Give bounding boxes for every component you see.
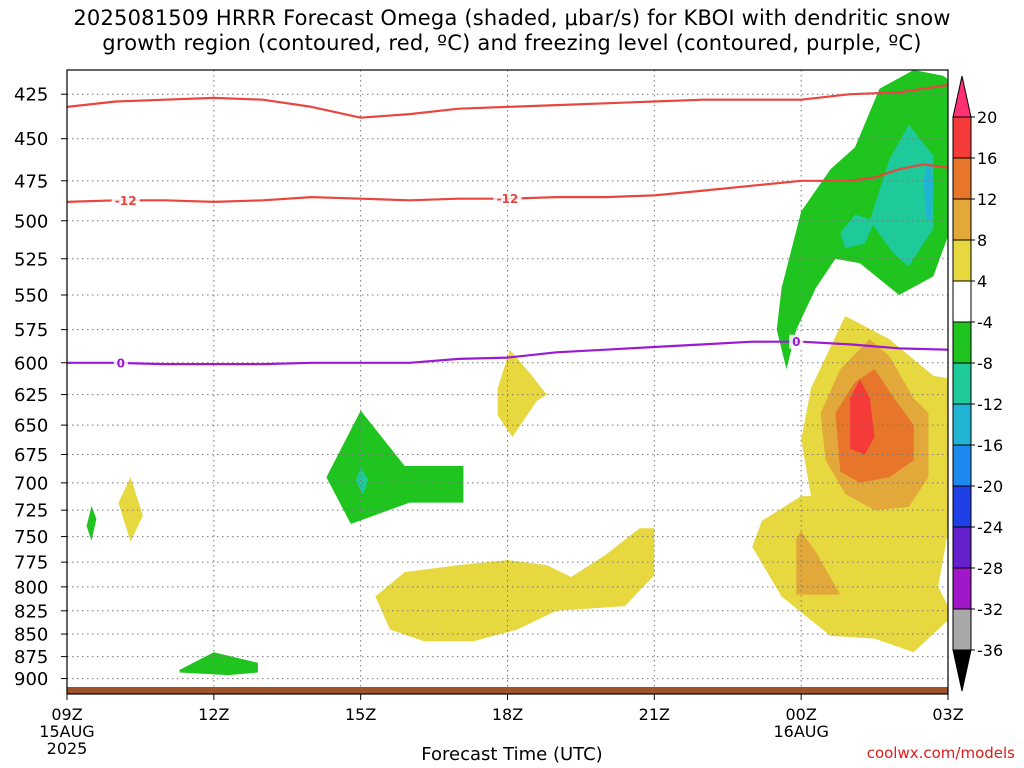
colorbar-label-1: 16 <box>977 149 997 168</box>
colorbar-bin-5 <box>952 280 972 323</box>
x-tick-label-12Z: 12Z <box>198 705 229 724</box>
contour-label-1-1: -12 <box>497 192 519 206</box>
temperature-contours: -12 -12 0 0 <box>67 83 948 370</box>
y-tick-label-625: 625 <box>14 385 48 406</box>
colorbar-label-12: -32 <box>977 600 1003 619</box>
omega-region-6 <box>375 528 655 642</box>
colorbar-label-10: -24 <box>977 518 1003 537</box>
contour-line-1 <box>67 163 948 203</box>
omega-region-13 <box>796 531 841 595</box>
colorbar-bin-7 <box>952 362 972 405</box>
contour-label-bg-2-1 <box>789 334 804 349</box>
omega-region-1 <box>118 477 143 542</box>
y-tick-label-775: 775 <box>14 553 48 574</box>
omega-region-0 <box>86 505 97 541</box>
y-tick-label-725: 725 <box>14 501 48 522</box>
y-tick-label-575: 575 <box>14 320 48 341</box>
colorbar-bin-13 <box>952 608 972 651</box>
colorbar-bin-10 <box>952 485 972 528</box>
omega-region-8 <box>869 124 934 267</box>
y-tick-label-875: 875 <box>14 647 48 668</box>
y-tick-label-500: 500 <box>14 211 48 232</box>
y-tick-label-900: 900 <box>14 669 48 690</box>
title-line-2: growth region (contoured, red, ºC) and f… <box>102 31 922 55</box>
contour-label-bg-1-0 <box>111 193 140 208</box>
colorbar-bin-9 <box>952 444 972 487</box>
contour-line-0 <box>67 83 948 119</box>
x-date-label-16AUG: 16AUG <box>773 722 828 741</box>
colorbar-bin-1 <box>952 116 972 159</box>
x-tick-label-03Z: 03Z <box>932 705 963 724</box>
x-tick-label-00Z: 00Z <box>786 705 817 724</box>
y-tick-label-750: 750 <box>14 527 48 548</box>
colorbar-label-0: 20 <box>977 108 997 127</box>
colorbar-label-2: 12 <box>977 190 997 209</box>
omega-region-4 <box>355 467 368 495</box>
colorbar-arrow-bottom <box>952 649 972 692</box>
omega-region-5 <box>497 349 547 437</box>
colorbar: 20 16 12 8 4 -4 -8 -12 -16 -20 -24 -28 -32 -36 <box>952 75 1003 692</box>
contour-label-2-1: 0 <box>792 335 800 349</box>
colorbar-label-9: -20 <box>977 477 1003 496</box>
x-date-label-2025: 2025 <box>47 739 88 758</box>
colorbar-bin-8 <box>952 403 972 446</box>
colorbar-label-6: -8 <box>977 354 993 373</box>
y-tick-label-525: 525 <box>14 249 48 270</box>
x-tick-label-21Z: 21Z <box>639 705 670 724</box>
colorbar-bin-11 <box>952 526 972 569</box>
colorbar-label-13: -36 <box>977 641 1003 660</box>
title-line-1: 2025081509 HRRR Forecast Omega (shaded, … <box>73 6 951 30</box>
y-tick-label-650: 650 <box>14 416 48 437</box>
x-tick-label-15Z: 15Z <box>345 705 376 724</box>
colorbar-arrow-top <box>952 75 972 118</box>
x-tick-label-09Z: 09Z <box>51 705 82 724</box>
omega-region-10 <box>923 159 934 221</box>
y-tick-label-600: 600 <box>14 353 48 374</box>
omega-region-15 <box>850 379 875 455</box>
y-tick-label-450: 450 <box>14 129 48 150</box>
colorbar-bin-6 <box>952 321 972 364</box>
x-date-label-15AUG: 15AUG <box>39 722 94 741</box>
credit-link[interactable]: coolwx.com/models <box>866 744 1015 762</box>
y-tick-label-825: 825 <box>14 601 48 622</box>
omega-region-9 <box>840 214 875 249</box>
y-tick-label-700: 700 <box>14 473 48 494</box>
x-axis-title: Forecast Time (UTC) <box>421 744 603 765</box>
y-tick-label-475: 475 <box>14 171 48 192</box>
contour-label-bg-2-0 <box>113 355 128 370</box>
colorbar-label-8: -16 <box>977 436 1003 455</box>
colorbar-label-5: -4 <box>977 313 993 332</box>
terrain-strip <box>67 687 948 694</box>
x-tick-label-18Z: 18Z <box>492 705 523 724</box>
y-tick-label-800: 800 <box>14 577 48 598</box>
y-tick-label-425: 425 <box>14 85 48 106</box>
contour-label-1-0: -12 <box>115 194 137 208</box>
chart-title: 2025081509 HRRR Forecast Omega (shaded, … <box>0 6 1024 56</box>
colorbar-label-11: -28 <box>977 559 1003 578</box>
colorbar-bin-12 <box>952 567 972 610</box>
y-tick-label-550: 550 <box>14 286 48 307</box>
colorbar-label-4: 4 <box>977 272 987 291</box>
colorbar-bin-2 <box>952 157 972 200</box>
y-axis: 425 450 475 500 525 550 575 600 625 650 675 700 725 7… <box>14 85 67 690</box>
grid-lines <box>67 70 948 694</box>
contour-label-bg-1-1 <box>493 191 522 206</box>
y-tick-label-675: 675 <box>14 445 48 466</box>
colorbar-label-7: -12 <box>977 395 1003 414</box>
omega-region-2 <box>179 652 258 676</box>
colorbar-bin-4 <box>952 239 972 282</box>
y-tick-label-850: 850 <box>14 625 48 646</box>
contour-label-2-0: 0 <box>117 356 125 370</box>
colorbar-bin-3 <box>952 198 972 241</box>
colorbar-label-3: 8 <box>977 231 987 250</box>
